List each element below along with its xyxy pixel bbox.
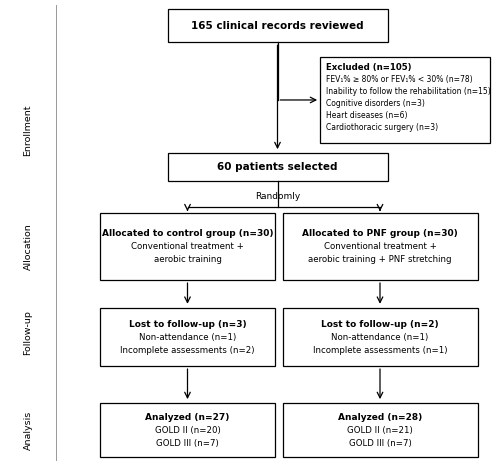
Text: Enrollment: Enrollment <box>24 105 32 156</box>
Text: Non-attendance (n=1): Non-attendance (n=1) <box>332 332 428 342</box>
FancyBboxPatch shape <box>168 153 388 181</box>
Text: Cognitive disorders (n=3): Cognitive disorders (n=3) <box>326 99 425 108</box>
FancyBboxPatch shape <box>168 9 388 42</box>
FancyBboxPatch shape <box>282 213 478 280</box>
Text: Lost to follow-up (n=3): Lost to follow-up (n=3) <box>128 319 246 329</box>
FancyBboxPatch shape <box>100 308 275 366</box>
Text: Heart diseases (n=6): Heart diseases (n=6) <box>326 111 407 120</box>
Text: GOLD II (n=20): GOLD II (n=20) <box>154 425 220 435</box>
Text: aerobic training + PNF stretching: aerobic training + PNF stretching <box>308 255 452 264</box>
Text: Cardiothoracic surgery (n=3): Cardiothoracic surgery (n=3) <box>326 123 438 132</box>
Text: Excluded (n=105): Excluded (n=105) <box>326 63 412 72</box>
FancyBboxPatch shape <box>282 308 478 366</box>
Text: Allocation: Allocation <box>24 223 32 270</box>
Text: Conventional treatment +: Conventional treatment + <box>324 242 436 251</box>
Text: Allocated to PNF group (n=30): Allocated to PNF group (n=30) <box>302 229 458 238</box>
Text: GOLD II (n=21): GOLD II (n=21) <box>347 425 413 435</box>
Text: Analysis: Analysis <box>24 411 32 450</box>
Text: GOLD III (n=7): GOLD III (n=7) <box>156 438 219 448</box>
Text: Incomplete assessments (n=1): Incomplete assessments (n=1) <box>313 345 448 355</box>
FancyBboxPatch shape <box>100 403 275 457</box>
Text: 60 patients selected: 60 patients selected <box>217 162 338 173</box>
Text: FEV₁% ≥ 80% or FEV₁% < 30% (n=78): FEV₁% ≥ 80% or FEV₁% < 30% (n=78) <box>326 75 472 84</box>
Text: aerobic training: aerobic training <box>154 255 222 264</box>
FancyBboxPatch shape <box>282 403 478 457</box>
FancyBboxPatch shape <box>320 57 490 143</box>
Text: Follow-up: Follow-up <box>24 310 32 355</box>
Text: Non-attendance (n=1): Non-attendance (n=1) <box>139 332 236 342</box>
Text: Lost to follow-up (n=2): Lost to follow-up (n=2) <box>321 319 439 329</box>
Text: 165 clinical records reviewed: 165 clinical records reviewed <box>191 20 364 31</box>
Text: Incomplete assessments (n=2): Incomplete assessments (n=2) <box>120 345 255 355</box>
Text: Allocated to control group (n=30): Allocated to control group (n=30) <box>102 229 273 238</box>
FancyBboxPatch shape <box>100 213 275 280</box>
Text: Conventional treatment +: Conventional treatment + <box>131 242 244 251</box>
Text: Analyzed (n=27): Analyzed (n=27) <box>146 412 230 422</box>
Text: Analyzed (n=28): Analyzed (n=28) <box>338 412 422 422</box>
Text: Randomly: Randomly <box>255 192 300 201</box>
Text: GOLD III (n=7): GOLD III (n=7) <box>348 438 412 448</box>
Text: Inability to follow the rehabilitation (n=15): Inability to follow the rehabilitation (… <box>326 87 491 96</box>
